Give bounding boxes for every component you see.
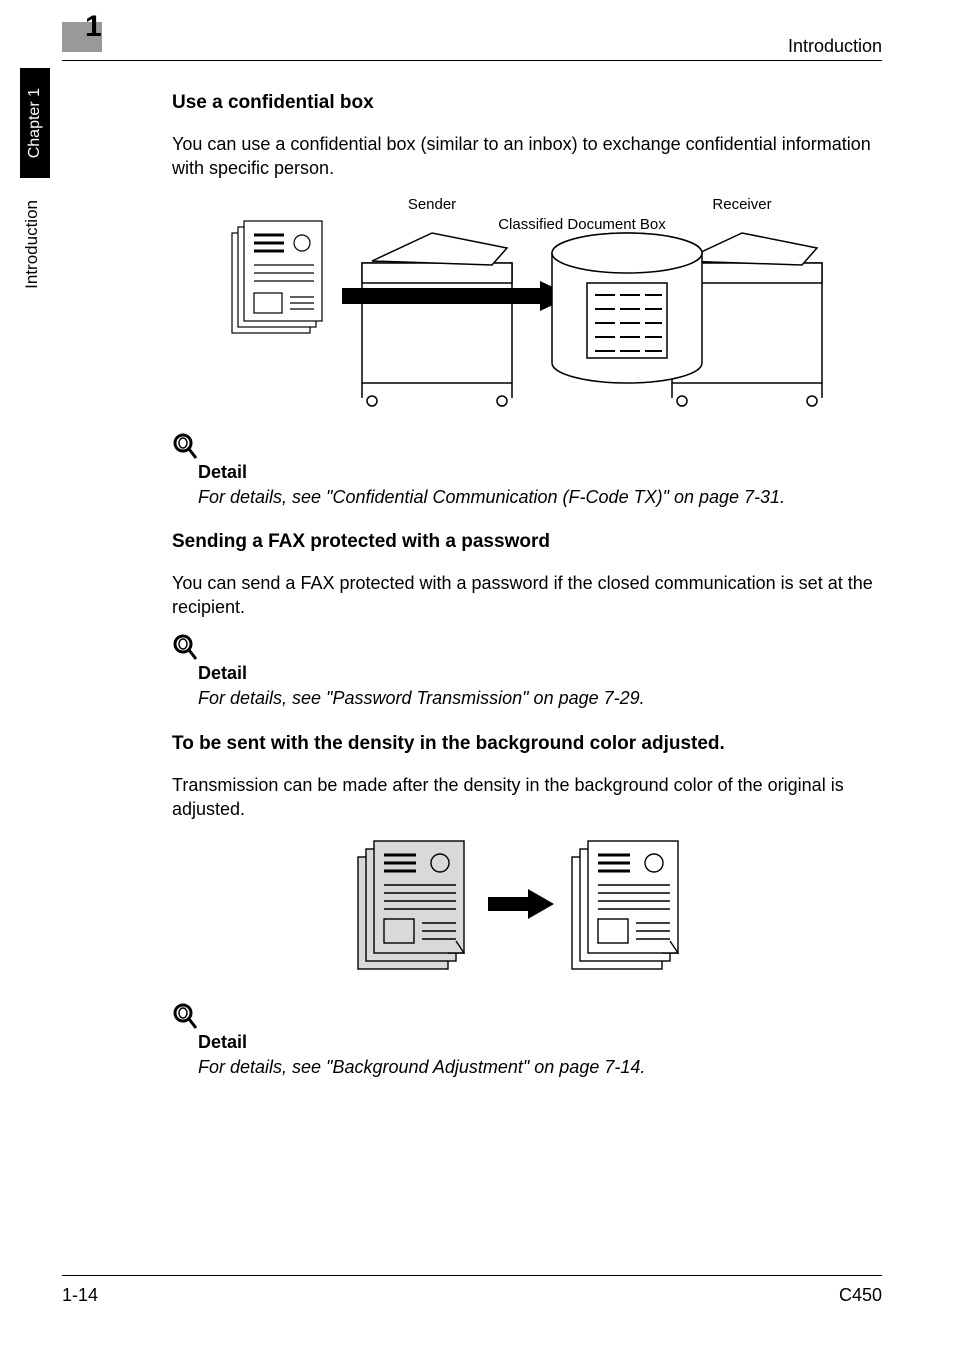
- section-heading: Sending a FAX protected with a password: [172, 531, 884, 553]
- magnifier-icon: [172, 633, 198, 663]
- magnifier-icon: [172, 432, 198, 462]
- chapter-number: 1: [85, 10, 102, 44]
- header-rule: [62, 60, 882, 61]
- detail-heading: Detail: [198, 462, 884, 483]
- database-icon: [552, 233, 702, 383]
- section-side-label: Introduction: [22, 200, 42, 294]
- running-header: Introduction: [788, 36, 882, 57]
- body-text: You can use a confidential box (similar …: [172, 132, 884, 181]
- magnifier-icon: [172, 1002, 198, 1032]
- copier-sender-icon: [362, 233, 512, 406]
- detail-block: Detail For details, see "Password Transm…: [172, 633, 884, 710]
- content-area: Use a confidential box You can use a con…: [172, 92, 884, 1102]
- detail-heading: Detail: [198, 663, 884, 684]
- page-number: 1-14: [62, 1285, 98, 1306]
- section-heading: Use a confidential box: [172, 92, 884, 114]
- section-side-label-text: Introduction: [22, 200, 42, 289]
- diagram-sender-label: Sender: [408, 196, 456, 213]
- detail-text: For details, see "Confidential Communica…: [198, 485, 884, 509]
- document-after-icon: [572, 841, 678, 969]
- body-text: Transmission can be made after the densi…: [172, 773, 884, 822]
- diagram-box-label: Classified Document Box: [498, 216, 666, 233]
- body-text: You can send a FAX protected with a pass…: [172, 571, 884, 620]
- diagram-receiver-label: Receiver: [712, 196, 771, 213]
- detail-heading: Detail: [198, 1032, 884, 1053]
- footer-rule: [62, 1275, 882, 1276]
- arrow-icon: [488, 889, 554, 919]
- detail-block: Detail For details, see "Confidential Co…: [172, 432, 884, 509]
- diagram-density-adjust: [172, 833, 884, 988]
- chapter-tab-label: Chapter 1: [26, 78, 44, 168]
- diagram-confidential-flow: Sender Receiver Classified Document Box: [172, 193, 884, 418]
- model-label: C450: [839, 1285, 882, 1306]
- detail-text: For details, see "Background Adjustment"…: [198, 1055, 884, 1079]
- document-before-icon: [358, 841, 464, 969]
- detail-text: For details, see "Password Transmission"…: [198, 686, 884, 710]
- detail-block: Detail For details, see "Background Adju…: [172, 1002, 884, 1079]
- section-heading: To be sent with the density in the backg…: [172, 733, 884, 755]
- page: 1 Introduction Chapter 1 Introduction Us…: [0, 0, 954, 1352]
- document-stack-icon: [232, 221, 322, 333]
- chapter-tab: Chapter 1: [20, 68, 50, 178]
